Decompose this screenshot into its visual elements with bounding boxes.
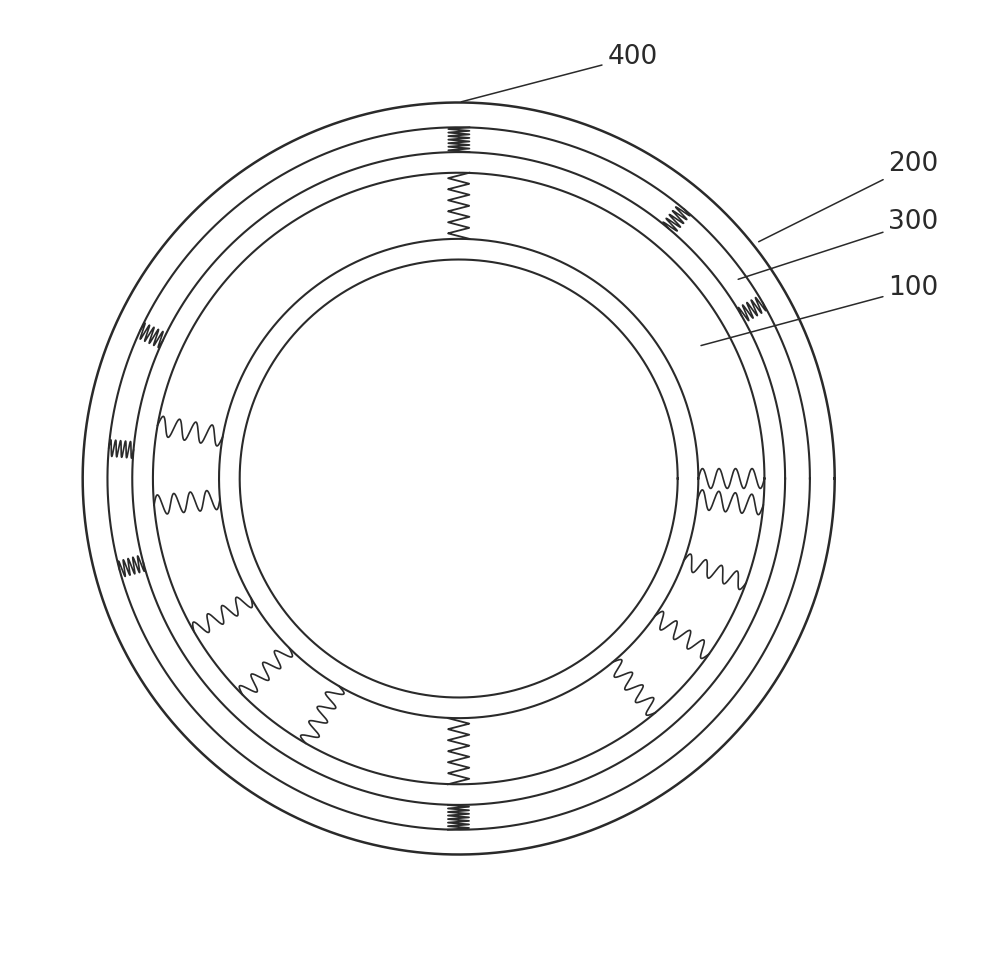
- Text: 400: 400: [461, 44, 658, 101]
- Text: 100: 100: [701, 276, 939, 345]
- Text: 200: 200: [759, 151, 939, 242]
- Text: 300: 300: [738, 210, 939, 279]
